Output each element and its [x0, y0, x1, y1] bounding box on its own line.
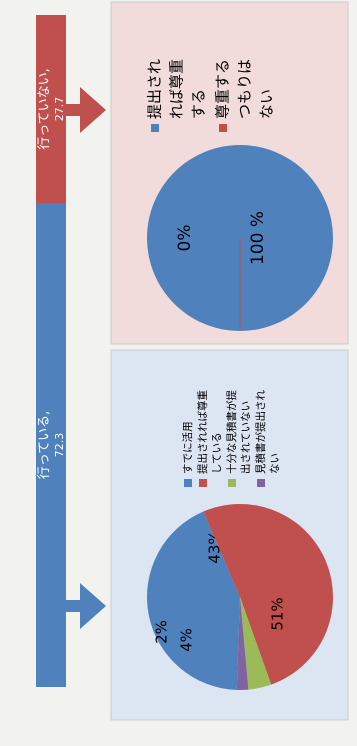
arrow-to-right-chart: [66, 87, 106, 133]
legend-label-3-1: ない: [269, 453, 281, 474]
stacked-bar: 行っている, 72.3 行っていない, 27.7: [36, 15, 66, 687]
legend-marker-1: [199, 479, 207, 487]
legend-label-0-2: する: [190, 89, 208, 119]
legend-marker-0: [151, 124, 159, 132]
bar-label-not-doing-value: 27.7: [53, 97, 66, 122]
pie-data-label-1: 51%: [269, 597, 287, 630]
legend-marker-3: [257, 479, 265, 487]
pie-slice-1: [203, 504, 333, 685]
legend-label-3-0: 見積書が提出され: [254, 390, 267, 474]
pie-chart-usage: 43%51%4%2%: [147, 504, 333, 690]
bar-label-not-doing-name: 行っていない,: [37, 68, 52, 149]
legend-label-1-1: つもりは: [236, 59, 254, 119]
legend-respect: 提出され れば尊重 する 尊重する つもりは ない: [146, 59, 276, 132]
legend-label-0-0: 提出され: [146, 59, 164, 119]
legend-label-1-1: している: [211, 432, 223, 474]
legend-marker-2: [228, 479, 236, 487]
pie-chart-respect: 100 % 0%: [147, 145, 333, 331]
legend-marker-1: [219, 124, 227, 132]
pie-data-label-1: 0%: [175, 225, 195, 252]
bar-label-doing-name: 行っている,: [37, 411, 52, 479]
legend-label-2-1: 出されていない: [239, 401, 252, 474]
legend-label-2-0: 十分な見積書が提: [225, 390, 238, 474]
arrow-to-left-chart: [66, 583, 106, 629]
panel-left: 43%51%4%2% すでに活用 提出されれば尊重 している 十分な見積書が提 出されて…: [110, 349, 349, 721]
legend-label-0-0: すでに活用: [182, 421, 194, 474]
pie-slice-3: [236, 597, 249, 690]
bar-segment-not-doing: [36, 15, 66, 203]
panel-right: 100 % 0% 提出され れば尊重 する 尊重する つもりは ない: [110, 1, 349, 345]
bar-label-doing-value: 72.3: [53, 433, 66, 458]
pie-slice-2: [240, 597, 272, 690]
pie-data-label-3: 2%: [153, 620, 171, 644]
legend-label-1-0: 提出されれば尊重: [196, 390, 209, 474]
legend-marker-0: [184, 479, 192, 487]
pie-data-label-0: 100 %: [248, 211, 268, 265]
pie-data-label-2: 4%: [178, 628, 196, 652]
legend-label-1-0: 尊重する: [214, 59, 232, 119]
legend-usage: すでに活用 提出されれば尊重 している 十分な見積書が提 出されていない 見積書が提出され…: [182, 390, 281, 487]
pie-slice-0: [147, 511, 240, 690]
legend-label-1-2: ない: [258, 89, 276, 119]
legend-label-0-1: れば尊重: [168, 59, 186, 119]
bar-segment-doing: [36, 203, 66, 687]
